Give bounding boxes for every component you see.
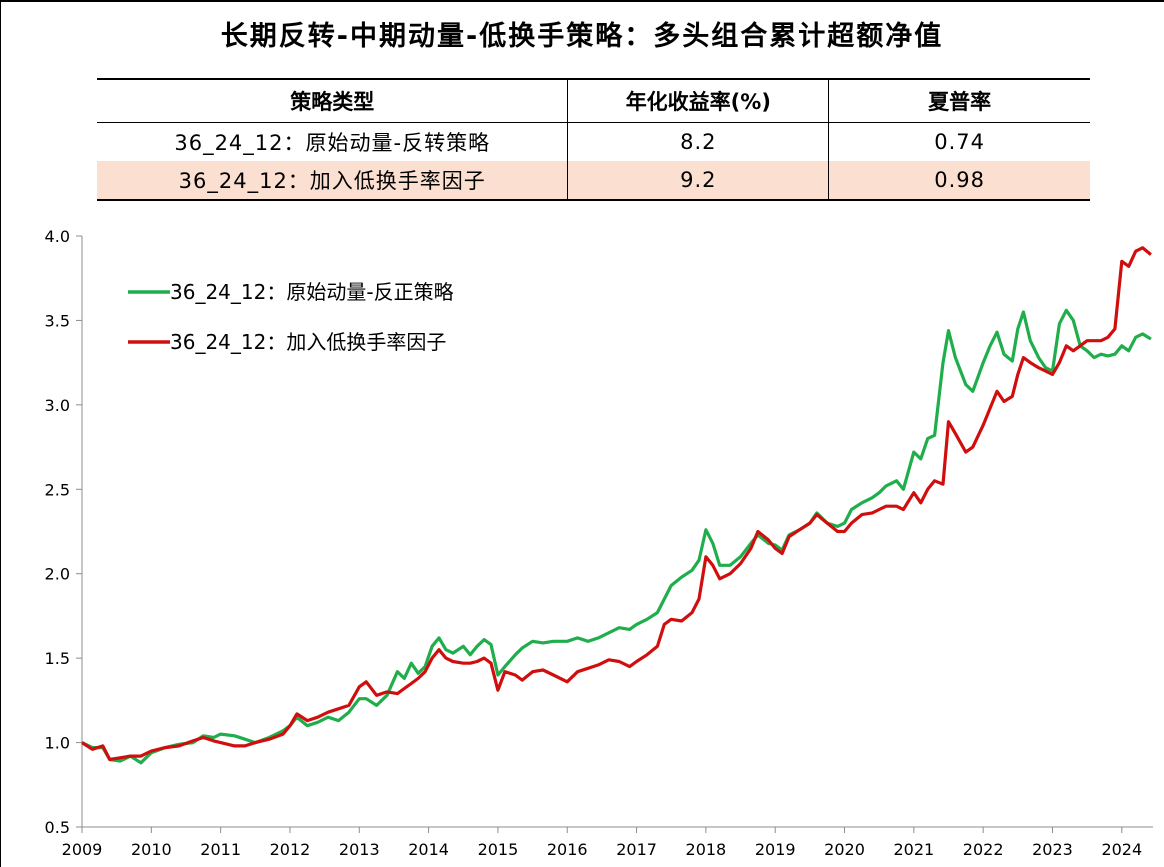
- sharpe-cell: 0.74: [828, 122, 1090, 161]
- summary-table: 策略类型 年化收益率(%) 夏普率 36_24_12：原始动量-反转策略 8.2…: [97, 78, 1090, 201]
- chart-title: 长期反转-中期动量-低换手策略：多头组合累计超额净值: [220, 21, 944, 52]
- frame-top-border: [0, 0, 1164, 2]
- y-tick-label: 2.0: [45, 565, 70, 584]
- series-line-original: [81, 308, 1152, 765]
- y-tick-label: 3.5: [45, 311, 70, 330]
- x-tick-label: 2012: [270, 840, 311, 859]
- frame-left-border: [0, 0, 1, 867]
- x-tick-label: 2011: [200, 840, 241, 859]
- x-tick-label: 2020: [824, 840, 865, 859]
- annual-return-cell: 9.2: [567, 161, 829, 201]
- header-annual-return: 年化收益率(%): [567, 78, 829, 123]
- annual-return-cell: 8.2: [567, 122, 829, 161]
- x-tick-label: 2009: [62, 840, 103, 859]
- x-tick-label: 2024: [1101, 840, 1142, 859]
- series-line-low-turnover: [81, 246, 1152, 762]
- y-tick-label: 3.0: [45, 396, 70, 415]
- legend-label: 36_24_12：加入低换手率因子: [170, 330, 446, 354]
- table-row: 36_24_12：原始动量-反转策略 8.2 0.74: [97, 122, 1090, 161]
- header-strategy-type: 策略类型: [97, 78, 568, 123]
- x-tick-label: 2014: [408, 840, 449, 859]
- x-tick-label: 2022: [963, 840, 1004, 859]
- sharpe-cell: 0.98: [828, 161, 1090, 201]
- x-tick-label: 2010: [131, 840, 172, 859]
- strategy-name-cell: 36_24_12：加入低换手率因子: [97, 161, 568, 201]
- strategy-name-cell: 36_24_12：原始动量-反转策略: [174, 131, 491, 155]
- x-tick-label: 2015: [478, 840, 519, 859]
- y-tick-label: 1.5: [45, 649, 70, 668]
- y-tick-label: 4.0: [45, 227, 70, 246]
- x-tick-label: 2021: [893, 840, 934, 859]
- table-header-row: 策略类型 年化收益率(%) 夏普率: [97, 78, 1090, 123]
- y-tick-label: 1.0: [45, 734, 70, 753]
- x-tick-label: 2017: [616, 840, 657, 859]
- x-tick-label: 2013: [339, 840, 380, 859]
- x-tick-label: 2016: [547, 840, 588, 859]
- x-tick-label: 2018: [686, 840, 727, 859]
- x-tick-label: 2019: [755, 840, 796, 859]
- header-sharpe: 夏普率: [828, 78, 1090, 123]
- x-tick-label: 2023: [1032, 840, 1073, 859]
- y-tick-label: 0.5: [45, 818, 70, 837]
- line-chart: 0.5 1.0 1.5 2.0 2.5 3.0 3.5 4.0 2009 2010 2011 2012…: [45, 227, 1153, 859]
- table-row: 36_24_12：加入低换手率因子 9.2 0.98: [97, 161, 1090, 201]
- legend-label: 36_24_12：原始动量-反正策略: [170, 280, 454, 304]
- y-tick-label: 2.5: [45, 480, 70, 499]
